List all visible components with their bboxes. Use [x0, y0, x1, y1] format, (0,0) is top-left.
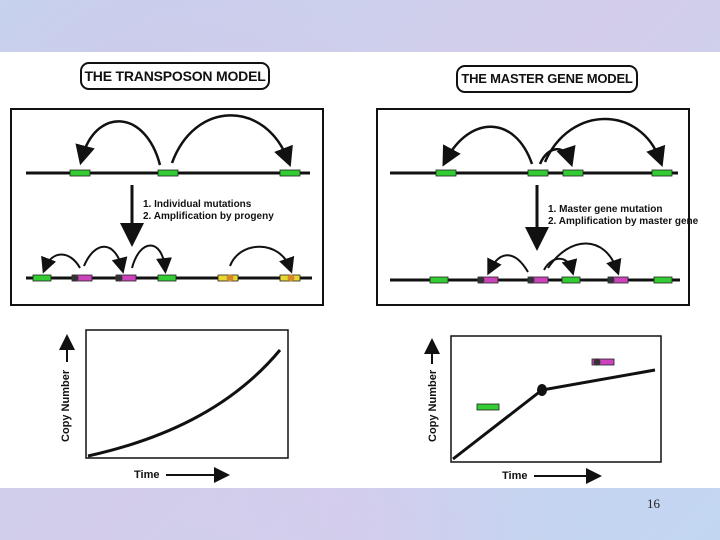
transposition-arrow — [41, 253, 81, 274]
master-gene-xlabel: Time — [502, 470, 528, 482]
amplification-arrow — [543, 117, 666, 168]
master-gene-ylabel: Copy Number — [427, 369, 439, 442]
mutation-marker — [527, 276, 535, 284]
green-element-legend — [476, 403, 500, 411]
green-element — [157, 274, 177, 282]
transposon-graph-frame — [85, 329, 289, 459]
amplification-arrow — [547, 242, 622, 276]
transposon-steps: 1. Individual mutations 2. Amplification… — [143, 199, 274, 223]
amplification-arrow — [442, 125, 534, 167]
step-2: 2. Amplification by master gene — [548, 216, 699, 227]
amplification-arrow — [538, 144, 576, 168]
mutation-marker — [607, 276, 615, 284]
amplification-arrow — [487, 254, 529, 276]
transposon-model-title: THE TRANSPOSON MODEL — [80, 62, 270, 90]
page-number: 16 — [647, 496, 660, 511]
transposition-arrow — [83, 245, 128, 274]
master-gene-model-title: THE MASTER GENE MODEL — [456, 65, 638, 93]
transposition-arrow — [229, 245, 295, 274]
step-1: 1. Master gene mutation — [548, 204, 663, 215]
green-element — [651, 169, 673, 177]
exponential-curve — [87, 349, 282, 458]
green-element — [429, 276, 449, 284]
amplification-arrow — [543, 257, 578, 276]
master-gene-mutation-point — [537, 384, 547, 396]
transposition-arrow — [75, 120, 162, 166]
step-1: 1. Individual mutations — [143, 199, 252, 210]
transposition-arrow — [131, 244, 172, 274]
step-2: 2. Amplification by progeny — [143, 211, 274, 222]
mutation-marker — [71, 274, 79, 282]
mutation-marker — [115, 274, 123, 282]
green-element — [562, 169, 584, 177]
green-element — [527, 169, 549, 177]
mutation-marker — [593, 358, 601, 366]
magenta-element-legend — [591, 358, 615, 366]
green-element — [435, 169, 457, 177]
master-gene-steps: 1. Master gene mutation 2. Amplification… — [548, 204, 698, 228]
mutation-marker — [477, 276, 485, 284]
green-element — [157, 169, 179, 177]
master-gene-model-diagram — [376, 108, 690, 306]
green-element — [561, 276, 581, 284]
transposon-xlabel: Time — [134, 469, 160, 481]
mutation-marker — [287, 274, 295, 282]
green-element — [653, 276, 673, 284]
green-element — [279, 169, 301, 177]
transposition-arrow — [170, 114, 293, 168]
green-element — [32, 274, 52, 282]
master-gene-graph-frame — [450, 335, 662, 463]
green-element — [69, 169, 91, 177]
mutation-marker — [226, 274, 234, 282]
